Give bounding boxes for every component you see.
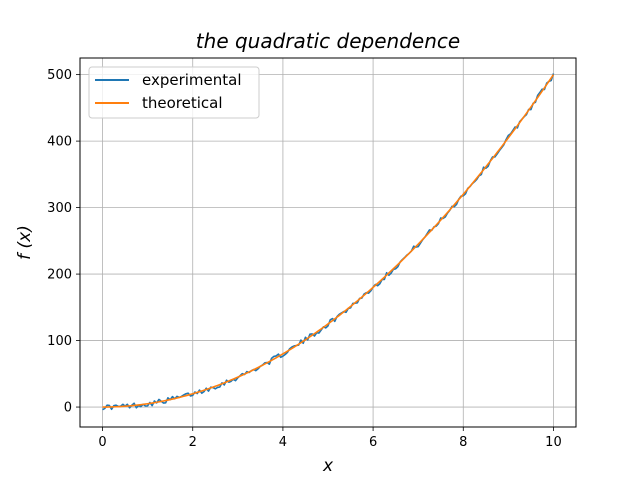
x-tick-label: 4 (279, 435, 287, 450)
legend: experimental theoretical (88, 66, 260, 119)
y-tick-label: 200 (47, 268, 72, 283)
chart-title: the quadratic dependence (196, 29, 460, 53)
grid (80, 58, 576, 427)
y-axis-label: f (x) (15, 225, 35, 260)
x-axis-label: x (322, 456, 334, 476)
y-tick-label: 100 (47, 334, 72, 349)
y-tick-label: 500 (47, 68, 72, 83)
y-tick-label: 0 (64, 401, 72, 416)
legend-label-experimental: experimental (142, 71, 242, 89)
series-group (102, 73, 555, 411)
y-tick-label: 300 (47, 201, 72, 216)
plot-frame (79, 57, 577, 428)
x-tick-label: 10 (545, 435, 562, 450)
series-line-theoretical (102, 74, 555, 408)
legend-box (88, 66, 260, 119)
y-tick-label: 400 (47, 135, 72, 150)
x-tick-label: 8 (459, 435, 467, 450)
x-tick-label: 2 (189, 435, 197, 450)
legend-label-theoretical: theoretical (142, 94, 223, 112)
x-tick-label: 6 (369, 435, 377, 450)
x-tick-label: 0 (98, 435, 106, 450)
